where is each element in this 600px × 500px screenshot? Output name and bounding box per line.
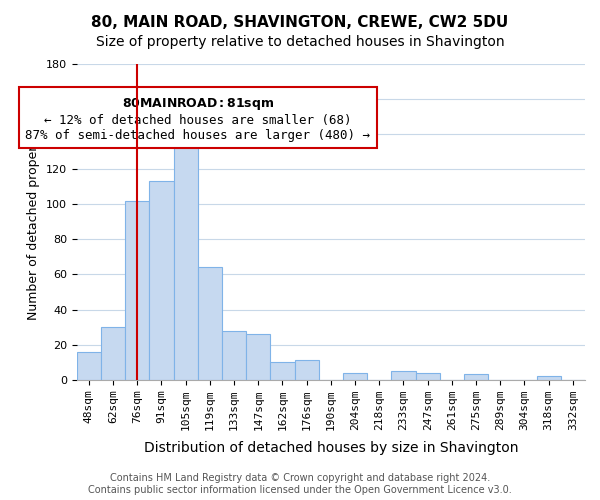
Bar: [101, 327, 125, 380]
Bar: [77, 352, 101, 380]
Bar: [295, 360, 319, 380]
Bar: [198, 268, 222, 380]
X-axis label: Distribution of detached houses by size in Shavington: Distribution of detached houses by size …: [143, 441, 518, 455]
Text: 80, MAIN ROAD, SHAVINGTON, CREWE, CW2 5DU: 80, MAIN ROAD, SHAVINGTON, CREWE, CW2 5D…: [91, 15, 509, 30]
Bar: [173, 134, 198, 380]
Bar: [271, 362, 295, 380]
Bar: [246, 334, 271, 380]
Text: $\bf{80 MAIN ROAD: 81sqm}$
← 12% of detached houses are smaller (68)
87% of semi: $\bf{80 MAIN ROAD: 81sqm}$ ← 12% of deta…: [25, 96, 370, 142]
Bar: [391, 371, 416, 380]
Bar: [343, 372, 367, 380]
Bar: [464, 374, 488, 380]
Bar: [222, 330, 246, 380]
Text: Contains HM Land Registry data © Crown copyright and database right 2024.
Contai: Contains HM Land Registry data © Crown c…: [88, 474, 512, 495]
Bar: [416, 372, 440, 380]
Text: Size of property relative to detached houses in Shavington: Size of property relative to detached ho…: [95, 35, 505, 49]
Bar: [125, 201, 149, 380]
Bar: [149, 182, 173, 380]
Bar: [536, 376, 561, 380]
Y-axis label: Number of detached properties: Number of detached properties: [28, 124, 40, 320]
